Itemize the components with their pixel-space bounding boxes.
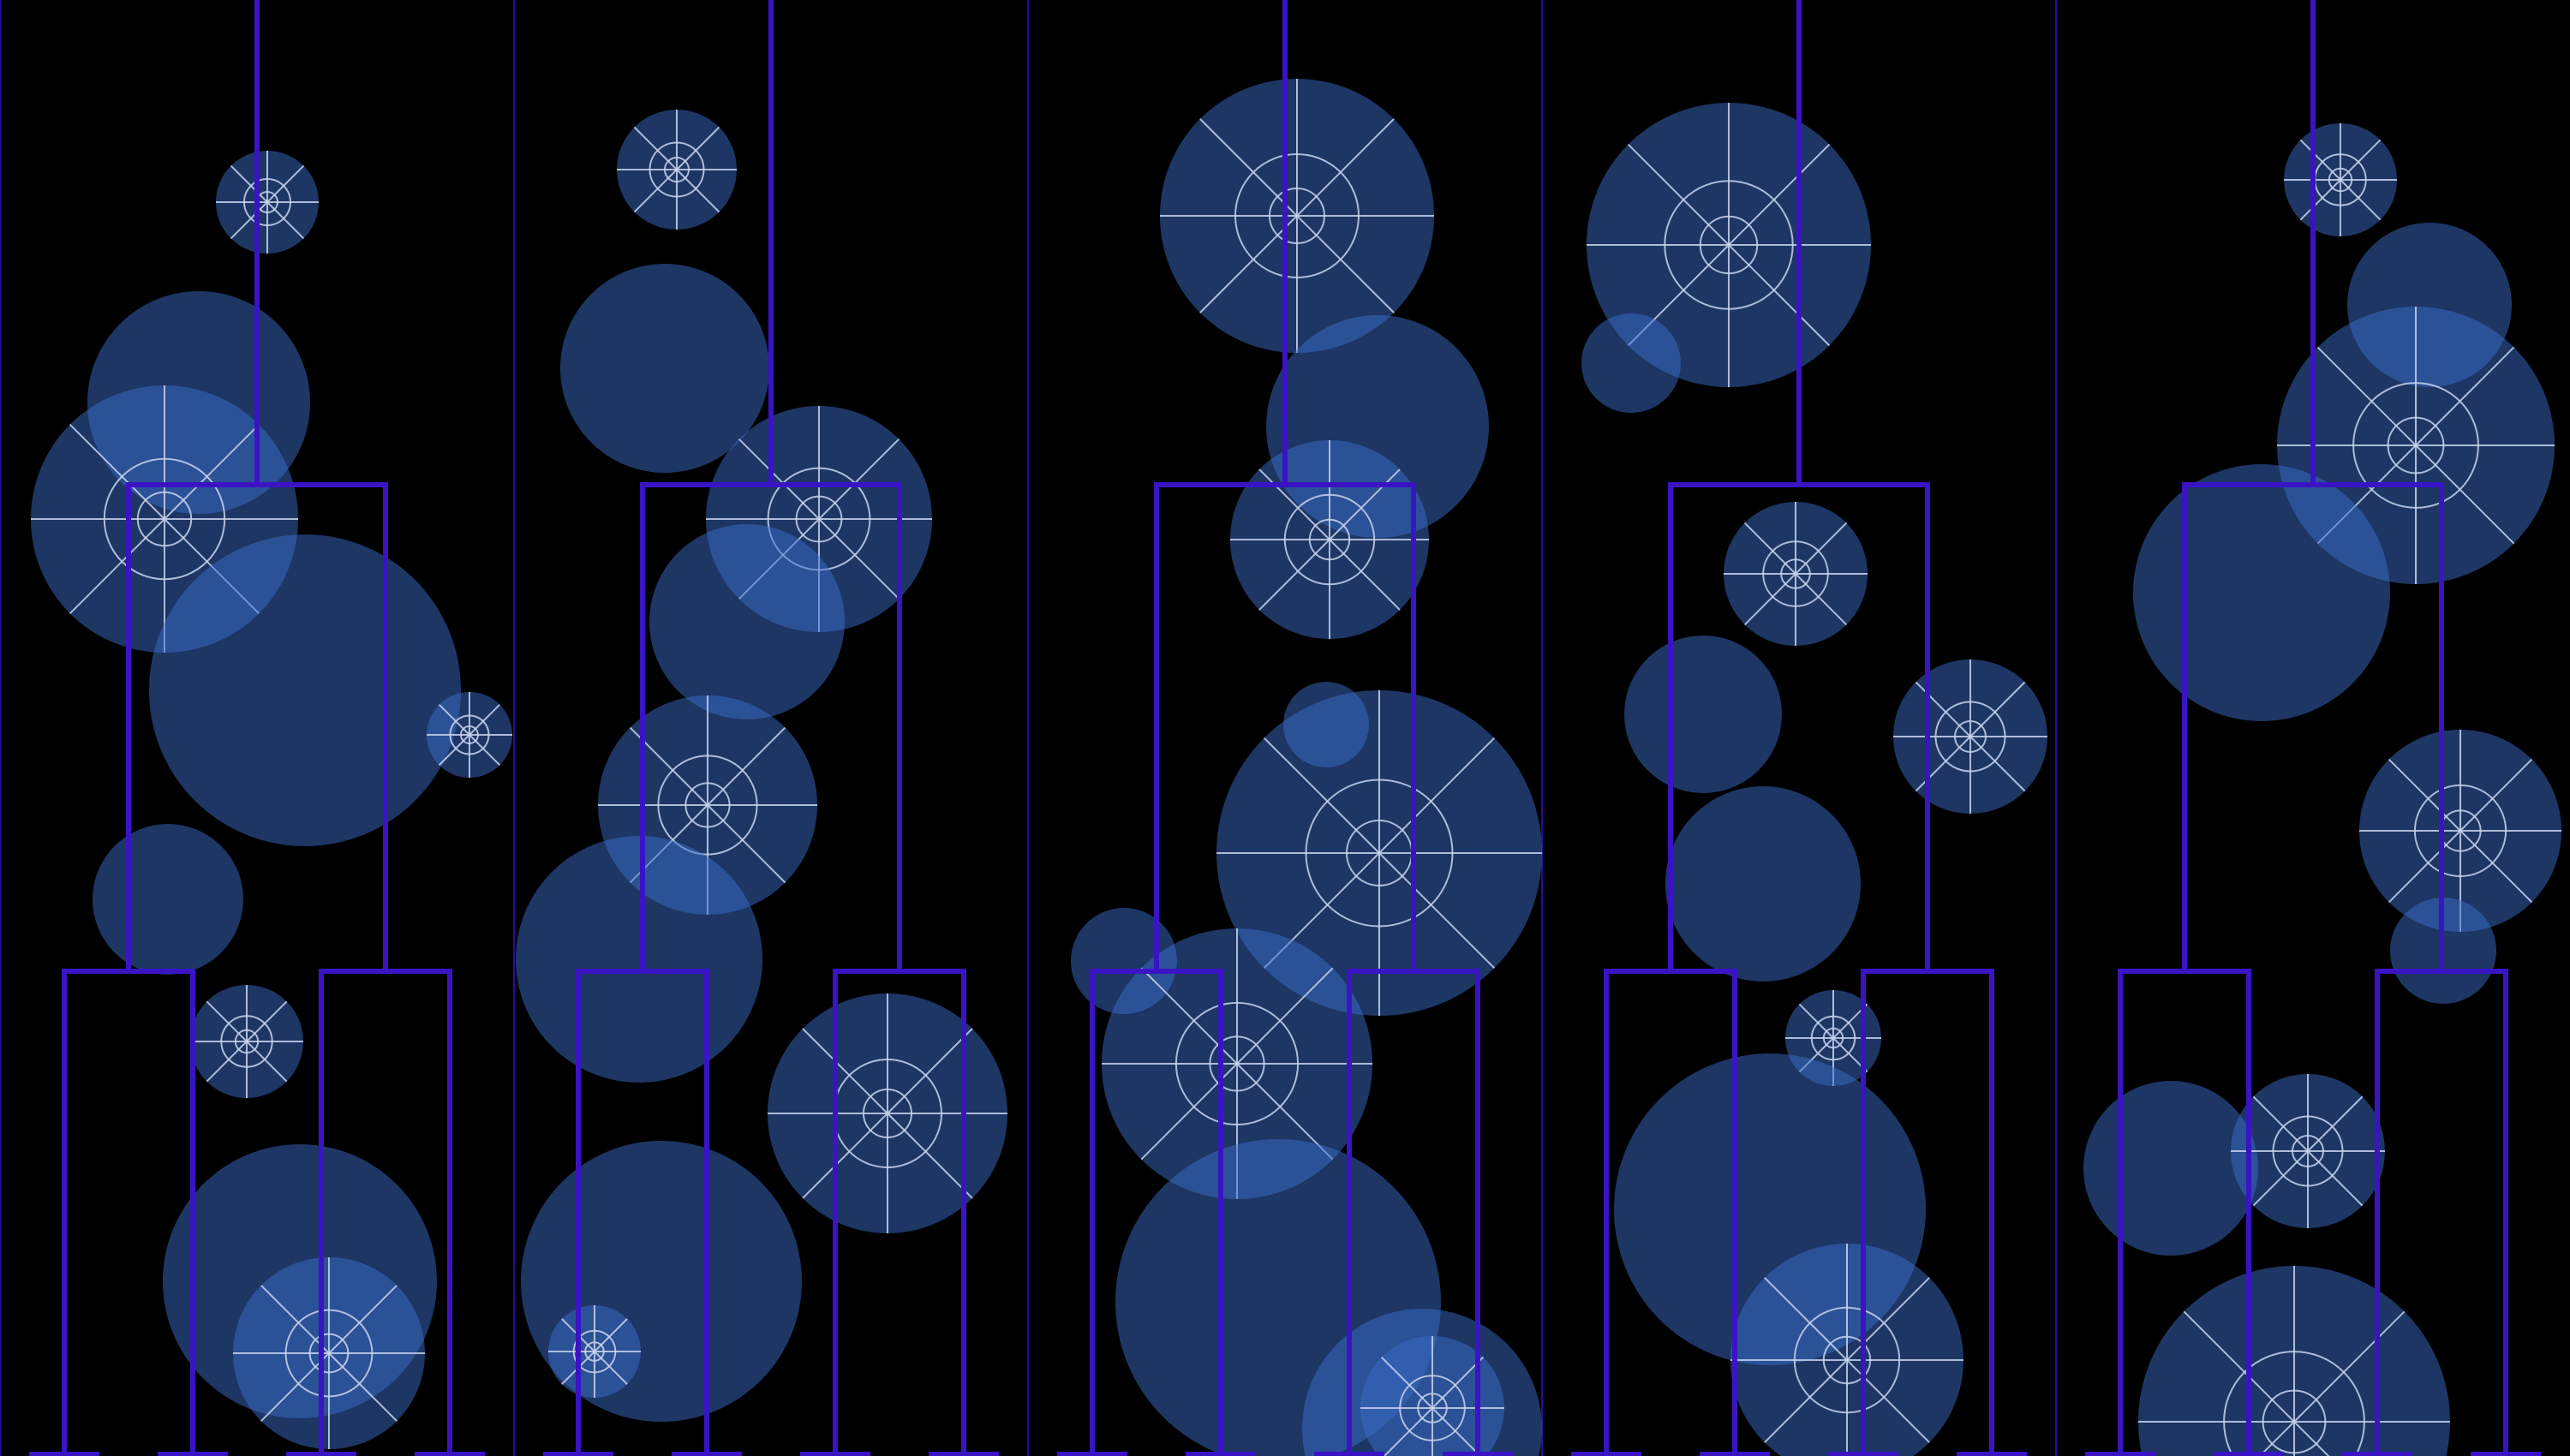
plain-disc: [1624, 636, 1782, 793]
plain-disc: [149, 534, 461, 846]
wheel-spokes: [548, 1305, 641, 1398]
plain-disc: [1581, 313, 1681, 413]
plain-disc: [93, 824, 243, 975]
wheel-spokes: [1230, 440, 1429, 639]
plain-disc: [2133, 464, 2390, 721]
plain-disc: [2083, 1081, 2258, 1256]
plain-disc: [516, 836, 762, 1083]
wheel-spokes: [427, 692, 512, 778]
wheel-spokes: [2231, 1074, 2385, 1228]
wheel-spokes: [190, 985, 303, 1098]
wheel-spokes: [617, 110, 737, 230]
plain-disc: [649, 524, 845, 719]
wheel-spokes: [233, 1257, 425, 1449]
plain-disc: [1665, 786, 1861, 982]
wheel-spokes: [216, 151, 319, 254]
wheel-spokes: [1724, 502, 1868, 646]
wheel-spokes: [1893, 659, 2047, 814]
wheel-spokes: [2284, 123, 2397, 236]
wheel-spokes: [1160, 79, 1434, 353]
wheel-spokes: [768, 994, 1007, 1233]
